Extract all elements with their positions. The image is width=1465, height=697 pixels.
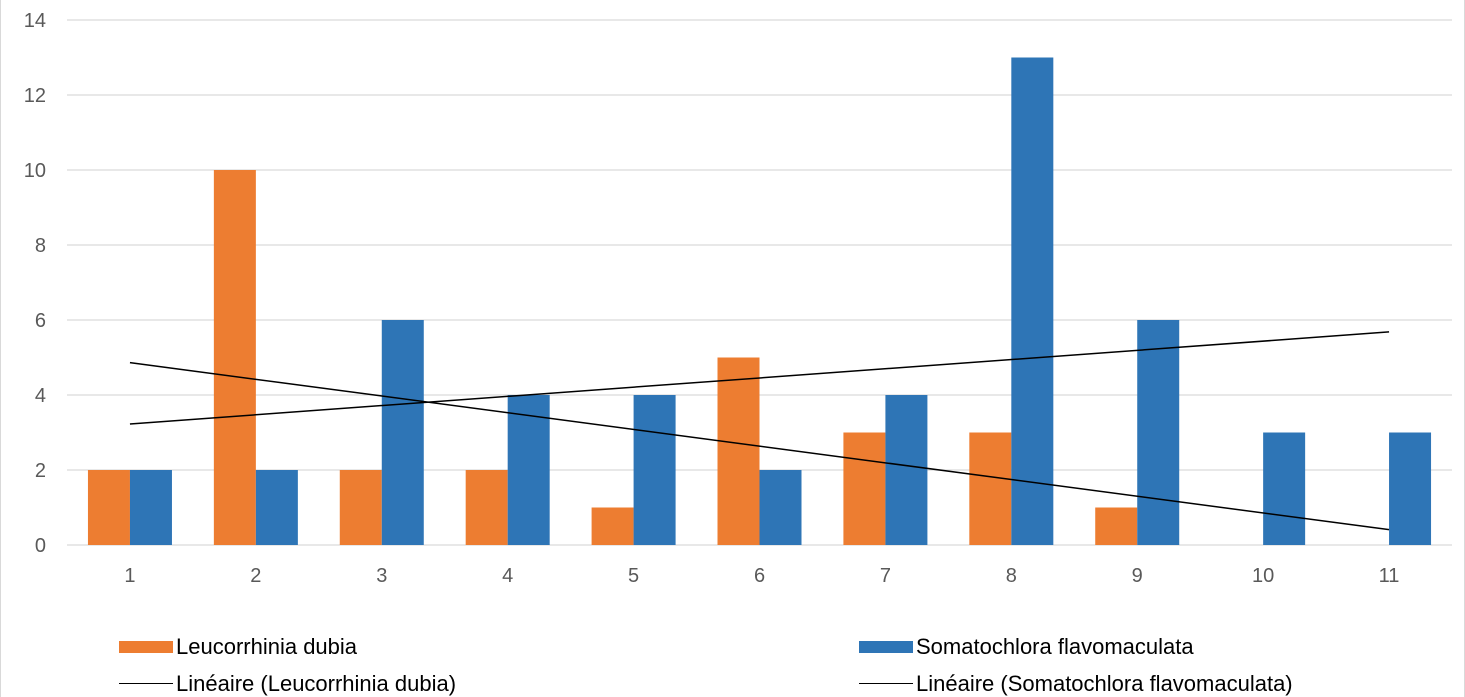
x-tick-label: 9: [1132, 565, 1143, 587]
bar-series-2: [1137, 320, 1180, 545]
x-tick-label: 2: [250, 565, 261, 587]
bar-series-2: [255, 470, 298, 545]
bar-series-1: [87, 470, 130, 545]
x-tick-label: 3: [376, 565, 387, 587]
y-tick-label: 12: [24, 85, 46, 107]
bar-series-1: [969, 432, 1012, 545]
bar-series-2: [1011, 57, 1054, 545]
legend-label-series-1: Leucorrhinia dubia: [176, 634, 358, 659]
x-tick-label: 10: [1252, 565, 1274, 587]
legend-label-series-2: Somatochlora flavomaculata: [916, 634, 1194, 659]
x-tick-label: 4: [502, 565, 513, 587]
legend-line-trend-1: [119, 683, 173, 684]
legend-label-trend-1: Linéaire (Leucorrhinia dubia): [176, 671, 457, 696]
bar-series-2: [507, 395, 550, 545]
y-tick-label: 6: [35, 310, 46, 332]
bar-series-1: [591, 507, 634, 545]
x-tick-label: 8: [1006, 565, 1017, 587]
y-tick-label: 2: [35, 460, 46, 482]
bar-series-1: [843, 432, 886, 545]
trendline-2: [129, 331, 1390, 425]
y-tick-label: 10: [24, 160, 46, 182]
x-tick-label: 11: [1379, 565, 1400, 587]
bar-series-1: [465, 470, 508, 545]
legend-swatch-series-1: [119, 641, 173, 653]
bar-series-2: [1263, 432, 1306, 545]
legend-swatch-series-2: [859, 641, 913, 653]
legend-label-trend-2: Linéaire (Somatochlora flavomaculata): [916, 671, 1293, 696]
bar-series-2: [1389, 432, 1432, 545]
bar-series-2: [129, 470, 172, 545]
bar-series-1: [339, 470, 382, 545]
x-tick-label: 5: [628, 565, 639, 587]
bar-series-1: [1095, 507, 1138, 545]
chart-border-left: [0, 0, 1, 697]
trendline-1: [129, 361, 1390, 531]
y-tick-label: 0: [35, 535, 46, 557]
x-tick-label: 6: [754, 565, 765, 587]
x-tick-label: 1: [124, 565, 135, 587]
bar-series-2: [759, 470, 802, 545]
bar-series-2: [633, 395, 676, 545]
bar-series-2: [381, 320, 424, 545]
x-tick-label: 7: [880, 565, 891, 587]
bar-series-1: [213, 170, 256, 545]
bar-series-1: [717, 357, 760, 545]
legend-line-trend-2: [859, 683, 913, 684]
bar-series-2: [885, 395, 928, 545]
y-tick-label: 14: [24, 10, 46, 32]
y-tick-label: 4: [35, 385, 46, 407]
y-tick-label: 8: [35, 235, 46, 257]
